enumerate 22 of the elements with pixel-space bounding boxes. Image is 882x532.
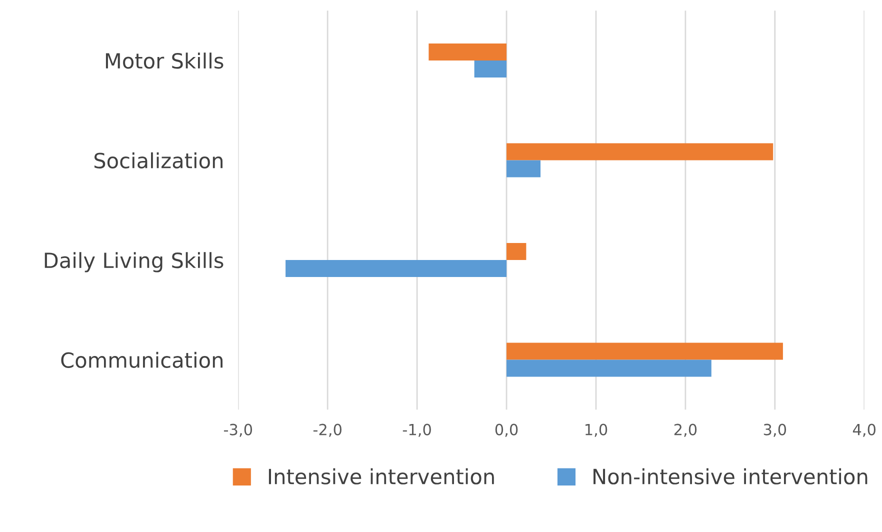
- x-tick-label: 3,0: [764, 424, 786, 437]
- y-tick-label: Communication: [61, 352, 222, 368]
- y-tick-label: Daily Living Skills: [44, 252, 224, 272]
- x-tick-label: -1,0: [402, 424, 431, 437]
- legend-label: Intensive intervention: [268, 468, 494, 484]
- bar: [506, 243, 526, 260]
- bar: [506, 342, 783, 360]
- bar: [474, 60, 507, 78]
- x-tick-label: 4,0: [852, 424, 876, 437]
- bar: [506, 143, 774, 160]
- bar: [286, 260, 507, 277]
- x-tick-label: -2,0: [313, 424, 342, 437]
- legend-label: Non-intensive intervention: [594, 468, 868, 484]
- x-tick-label: 2,0: [674, 424, 697, 437]
- bar: [428, 44, 507, 61]
- x-tick-label: 0,0: [495, 424, 518, 437]
- x-tick-label: -3,0: [224, 424, 252, 437]
- x-tick-label: 1,0: [586, 424, 608, 437]
- bar: [506, 160, 541, 178]
- bar: [506, 360, 712, 377]
- y-tick-label: Motor Skills: [106, 52, 224, 69]
- y-tick-label: Socialization: [94, 152, 222, 168]
